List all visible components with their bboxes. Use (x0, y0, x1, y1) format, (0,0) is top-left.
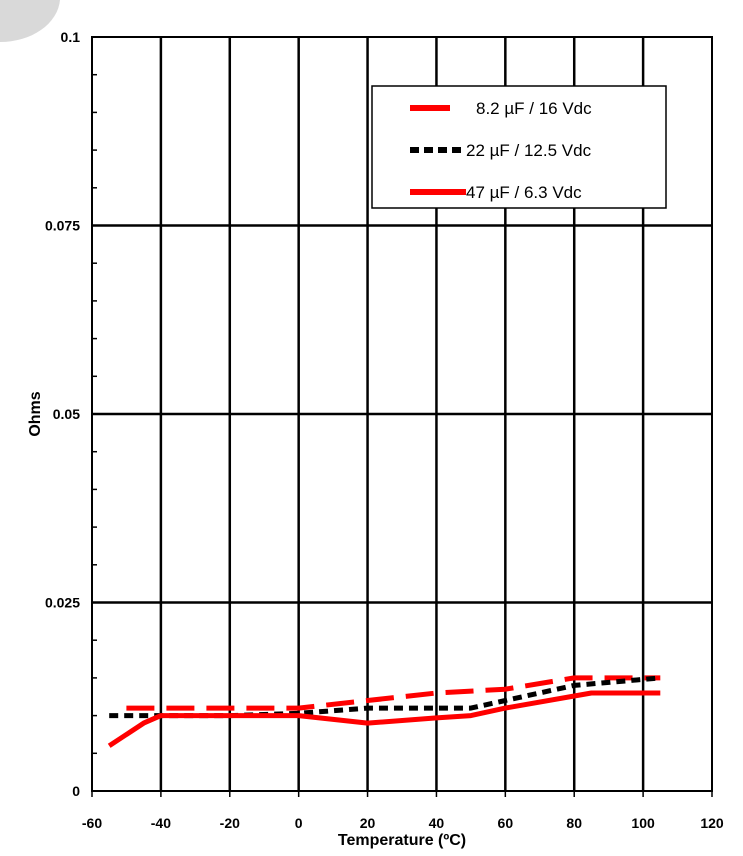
x-tick-label: 60 (498, 815, 514, 831)
legend-label-1: 8.2 µF / 16 Vdc (476, 99, 592, 118)
series-lines (107, 675, 661, 748)
plot-frame (91, 36, 713, 792)
legend-label-2: 22 µF / 12.5 Vdc (466, 141, 592, 160)
y-tick-label: 0.025 (45, 595, 80, 611)
y-tick-label: 0.075 (45, 218, 80, 234)
x-tick-label: 20 (360, 815, 376, 831)
tick-labels: -60 -40 -20 0 20 40 60 80 100 120 0 0.025 0.05 0.075 0… (45, 29, 724, 831)
x-tick-label: 120 (700, 815, 724, 831)
legend: 8.2 µF / 16 Vdc 22 µF / 12.5 Vdc 47 µF / 6… (371, 85, 667, 209)
y-axis-title: Ohms (27, 391, 44, 436)
x-tick-label: -20 (220, 815, 240, 831)
x-tick-label: 100 (631, 815, 655, 831)
series-line-3 (107, 690, 661, 748)
corner-decoration (0, 0, 60, 43)
x-tick-label: 0 (295, 815, 303, 831)
x-tick-label: 80 (566, 815, 582, 831)
x-tick-label: 40 (429, 815, 445, 831)
legend-label-3: 47 µF / 6.3 Vdc (466, 183, 582, 202)
x-axis-title: Temperature (ºC) (338, 832, 466, 849)
y-tick-label: 0 (72, 783, 80, 799)
x-tick-label: -60 (82, 815, 102, 831)
series-line-2 (109, 675, 661, 719)
x-tick-label: -40 (151, 815, 171, 831)
y-tick-label: 0.05 (53, 406, 80, 422)
y-tick-label: 0.1 (61, 29, 81, 45)
series-line-1 (126, 675, 661, 711)
